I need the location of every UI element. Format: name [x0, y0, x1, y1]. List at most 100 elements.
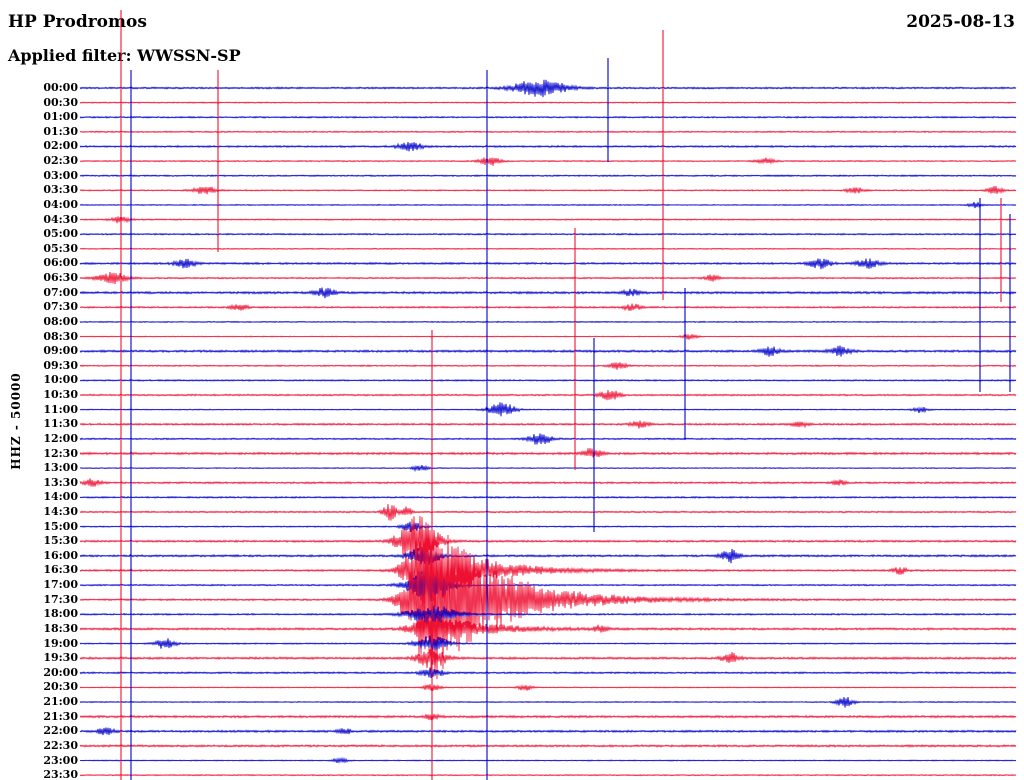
trace-row [79, 232, 1017, 236]
trace-row [79, 390, 1017, 401]
trace-row [79, 271, 1017, 285]
time-label: 11:00 [43, 402, 78, 416]
trace-row [79, 667, 1017, 679]
time-label: 19:00 [43, 636, 78, 650]
time-label: 04:30 [43, 212, 78, 226]
time-label: 17:30 [43, 592, 78, 606]
trace-row [79, 216, 1017, 224]
trace-row [79, 303, 1017, 312]
trace-row [79, 521, 1017, 532]
trace-row [79, 727, 1017, 736]
time-label: 01:00 [43, 110, 78, 124]
time-label: 11:30 [43, 417, 78, 431]
trace-row [79, 345, 1017, 357]
trace-row [79, 378, 1017, 382]
time-label: 03:00 [43, 168, 78, 182]
trace-row [79, 773, 1017, 777]
trace-row [79, 79, 1017, 98]
trace-row [79, 258, 1017, 270]
time-label: 06:30 [43, 271, 78, 285]
trace-row [79, 649, 1017, 669]
trace-row [79, 333, 1017, 340]
trace-row [79, 101, 1017, 104]
time-label: 14:30 [43, 504, 78, 518]
time-label: 15:00 [43, 519, 78, 533]
time-label: 05:00 [43, 227, 78, 241]
trace-row [79, 684, 1017, 691]
trace-row [79, 201, 1017, 209]
time-label: 12:30 [43, 446, 78, 460]
trace-row [79, 635, 1017, 650]
trace-row [79, 362, 1017, 370]
time-label: 07:00 [43, 285, 78, 299]
time-label: 06:00 [43, 256, 78, 270]
time-label: 21:00 [43, 695, 78, 709]
time-label: 22:00 [43, 724, 78, 738]
trace-row [79, 495, 1017, 499]
date-label: 2025-08-13 [906, 12, 1015, 32]
time-label: 21:30 [43, 709, 78, 723]
time-label: 17:00 [43, 578, 78, 592]
trace-row [79, 516, 1017, 565]
time-label: 19:30 [43, 651, 78, 665]
trace-row [79, 713, 1017, 721]
trace-row [79, 743, 1017, 748]
time-label: 16:30 [43, 563, 78, 577]
time-label: 10:30 [43, 388, 78, 402]
trace-row [79, 141, 1017, 152]
trace-row [79, 569, 1017, 602]
time-label: 23:00 [43, 753, 78, 767]
time-label: 07:30 [43, 300, 78, 314]
trace-row [79, 448, 1017, 458]
time-label: 18:30 [43, 621, 78, 635]
trace-row [79, 433, 1017, 445]
trace-row [79, 320, 1017, 324]
time-label: 13:30 [43, 475, 78, 489]
time-label: 23:30 [43, 768, 78, 780]
trace-row [79, 528, 1017, 610]
trace-row [79, 613, 1017, 646]
time-label: 09:00 [43, 344, 78, 358]
trace-row [79, 185, 1017, 195]
trace-row [79, 115, 1017, 119]
trace-row [79, 402, 1017, 417]
time-label: 10:00 [43, 373, 78, 387]
trace-row [79, 247, 1017, 251]
time-label: 14:00 [43, 490, 78, 504]
trace-row [79, 756, 1017, 764]
time-label: 12:00 [43, 431, 78, 445]
trace-row [79, 547, 1017, 565]
trace-row [79, 478, 1017, 487]
time-label: 05:30 [43, 241, 78, 255]
time-label: 04:00 [43, 197, 78, 211]
time-label: 13:00 [43, 461, 78, 475]
time-label: 18:00 [43, 607, 78, 621]
trace-row [79, 157, 1017, 166]
trace-row [79, 605, 1017, 624]
station-name: HP Prodromos [8, 12, 147, 32]
time-label: 00:30 [43, 95, 78, 109]
time-label: 22:30 [43, 738, 78, 752]
time-label: 03:30 [43, 183, 78, 197]
trace-row [79, 464, 1017, 473]
trace-row [79, 420, 1017, 429]
time-label: 01:30 [43, 124, 78, 138]
time-label: 02:00 [43, 139, 78, 153]
time-label: 20:00 [43, 665, 78, 679]
trace-row [79, 174, 1017, 178]
time-label: 09:30 [43, 358, 78, 372]
trace-row [79, 130, 1017, 134]
time-label: 08:30 [43, 329, 78, 343]
trace-row [79, 697, 1017, 708]
time-label: 20:30 [43, 680, 78, 694]
time-label: 02:30 [43, 154, 78, 168]
trace-row [79, 287, 1017, 299]
time-label: 15:30 [43, 534, 78, 548]
time-label: 00:00 [43, 81, 78, 94]
trace-row [79, 527, 1017, 680]
time-label: 16:00 [43, 548, 78, 562]
time-label: 08:00 [43, 314, 78, 328]
applied-filter-label: Applied filter: WWSSN-SP [8, 46, 241, 65]
